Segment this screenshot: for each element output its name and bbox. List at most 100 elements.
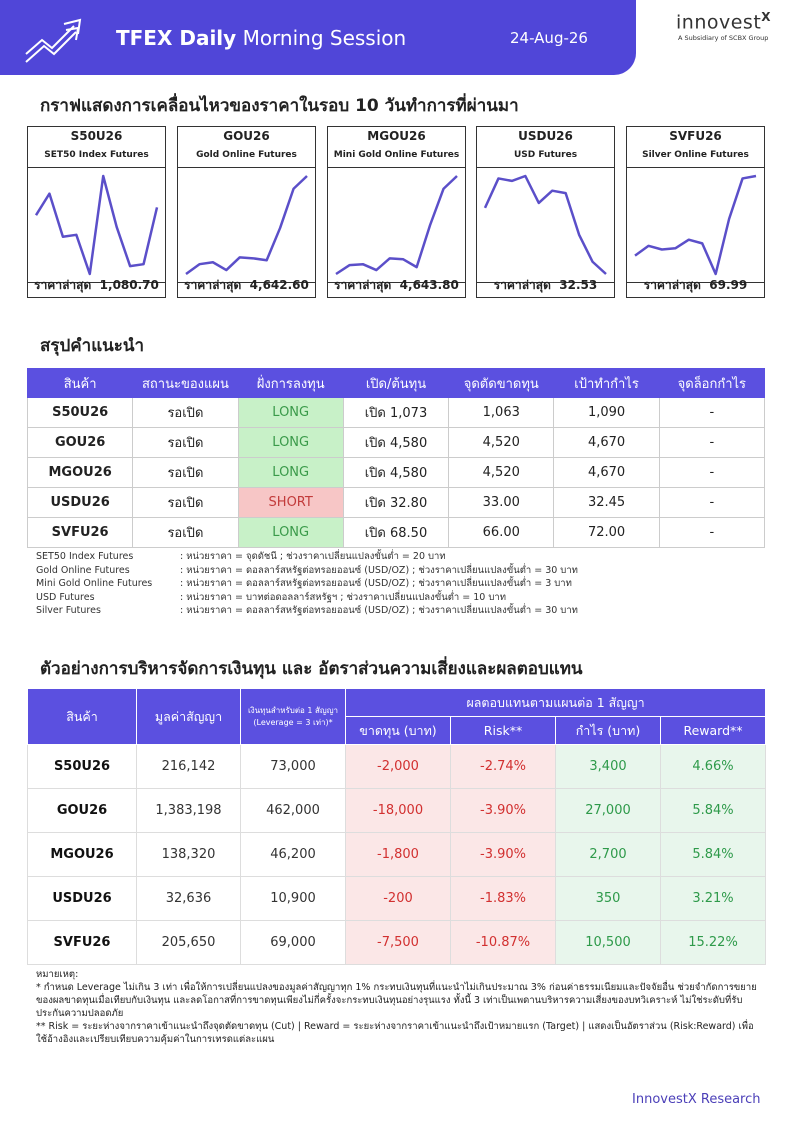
th: เงินทุนสำหรับต่อ 1 สัญญา (Leverage = 3 เ… xyxy=(240,688,346,745)
latest-value: 32.53 xyxy=(559,278,598,292)
chart-subtitle: USD Futures xyxy=(513,150,578,160)
th: เปิด/ต้นทุน xyxy=(342,368,450,398)
cell: -3.90% xyxy=(450,788,556,833)
logo-sub: A Subsidiary of SCBX Group xyxy=(678,34,769,42)
footer-brand: InnovestX Research xyxy=(632,1092,761,1107)
th: สถานะของแผน xyxy=(132,368,239,398)
cell: SVFU26 xyxy=(27,920,137,965)
cell: 4,520 xyxy=(448,427,555,458)
cell: 2,700 xyxy=(555,832,661,877)
cell: 10,500 xyxy=(555,920,661,965)
chart-title: USDU26 xyxy=(518,129,573,143)
logo-text: innovest xyxy=(676,11,762,34)
cell: 216,142 xyxy=(136,744,241,789)
note: USD Futures: หน่วยราคา = บาทต่อดอลลาร์สห… xyxy=(36,591,578,605)
latest-label: ราคาล่าสุด xyxy=(34,278,92,292)
cell: -2.74% xyxy=(450,744,556,789)
section-title: สรุปคำแนะนำ xyxy=(40,336,145,356)
cell: รอเปิด xyxy=(132,427,239,458)
cell: รอเปิด xyxy=(132,487,239,518)
cell: เปิด 32.80 xyxy=(342,487,450,518)
section-title: กราฟแสดงการเคลื่อนไหวของราคาในรอบ 10 วัน… xyxy=(40,96,519,116)
plot xyxy=(627,167,764,283)
row: USDU26 32,636 10,900 -200 -1.83% 350 3.21% xyxy=(27,876,767,921)
th: สินค้า xyxy=(27,688,137,745)
chart-subtitle: SET50 Index Futures xyxy=(44,150,149,160)
chart-title: S50U26 xyxy=(70,129,123,143)
cell: 1,090 xyxy=(553,397,660,428)
chart-subtitle: Mini Gold Online Futures xyxy=(333,150,460,160)
cell: 462,000 xyxy=(240,788,346,833)
note-text: SET50 Index Futures xyxy=(36,551,134,562)
latest-price: ราคาล่าสุด 1,080.70 xyxy=(28,276,165,295)
note: SET50 Index Futures : หน่วยราคา = จุดดัชน… xyxy=(36,550,578,564)
latest-price: ราคาล่าสุด 4,643.80 xyxy=(328,276,465,295)
cell: 27,000 xyxy=(555,788,661,833)
logo: innovestX xyxy=(676,10,771,33)
plot xyxy=(28,167,165,283)
growth-icon xyxy=(25,18,82,63)
cell: 32.45 xyxy=(553,487,660,518)
cell: 4,670 xyxy=(553,457,660,488)
latest-label: ราคาล่าสุด xyxy=(493,278,551,292)
row: SVFU26 205,650 69,000 -7,500 -10.87% 10,500 15… xyxy=(27,920,767,965)
price-line xyxy=(34,174,159,276)
note: Mini Gold Online Futures: หน่วยราคา = ดอ… xyxy=(36,577,578,591)
cell: 5.84% xyxy=(659,832,767,877)
cell: 4,520 xyxy=(448,457,555,488)
price-line xyxy=(185,175,308,276)
note-text: : หน่วยราคา = ดอลลาร์สหรัฐต่อทรอยออนซ์ (… xyxy=(180,578,572,590)
row: S50U26 216,142 73,000 -2,000 -2.74% 3,400 4.66… xyxy=(27,744,767,789)
cell: MGOU26 xyxy=(26,457,134,488)
plot xyxy=(328,167,465,283)
cell: 33.00 xyxy=(448,487,555,518)
latest-value: 1,080.70 xyxy=(99,278,159,292)
price-line xyxy=(335,175,458,276)
chart-subtitle: Gold Online Futures xyxy=(196,150,297,160)
note-text: : หน่วยราคา = จุดดัชนี ; ช่วงราคาเปลี่ยน… xyxy=(180,551,446,562)
cell: เปิด 68.50 xyxy=(342,517,450,548)
cell: เปิด 1,073 xyxy=(342,397,450,428)
chart-title: SVFU26 xyxy=(669,129,722,143)
cell: - xyxy=(658,487,766,518)
cell: -18,000 xyxy=(345,788,451,833)
latest-value: 4,642.60 xyxy=(249,278,309,292)
cell: เปิด 4,580 xyxy=(342,457,450,488)
cell: 69,000 xyxy=(240,920,346,965)
cell: 32,636 xyxy=(136,876,241,921)
latest-price: ราคาล่าสุด 32.53 xyxy=(477,276,614,295)
row: SVFU26 รอเปิด LONG เปิด 68.50 66.00 72.00- xyxy=(26,517,766,548)
cell: -7,500 xyxy=(345,920,451,965)
cell: LONG xyxy=(237,397,344,428)
spark-chart: USDU26 USD Futures ราคาล่าสุด 32.53 xyxy=(476,126,615,298)
row: MGOU26 รอเปิด LONG เปิด 4,580 4,520 4,670- xyxy=(26,457,766,488)
cell: SVFU26 xyxy=(26,517,134,548)
th: ผลตอบแทนตามแผนต่อ 1 สัญญา xyxy=(344,688,767,717)
cell: รอเปิด xyxy=(132,397,239,428)
cell: 15.22% xyxy=(659,920,767,965)
cell: USDU26 xyxy=(27,876,137,921)
spark-chart: S50U26 SET50 Index Futures ราคาล่าสุด 1,08… xyxy=(27,126,166,298)
cell: 46,200 xyxy=(240,832,346,877)
cell: S50U26 xyxy=(27,744,137,789)
row: GOU26 รอเปิด LONG เปิด 4,580 4,520 4,670- xyxy=(26,427,766,458)
title-rest: Morning Session xyxy=(242,26,407,50)
cell: - xyxy=(658,427,766,458)
note-text: USD Futures xyxy=(36,591,95,603)
header-title: TFEX Daily Morning Session xyxy=(116,26,406,50)
cell: - xyxy=(658,397,766,428)
cell: รอเปิด xyxy=(132,517,239,548)
latest-label: ราคาล่าสุด xyxy=(184,278,242,292)
th: จุดตัดขาดทุน xyxy=(448,368,555,398)
row: S50U26 รอเปิด LONG เปิด 1,073 1,063 1,090- xyxy=(26,397,766,428)
note-text: Gold Online Futures xyxy=(36,564,130,576)
note-text: : หน่วยราคา = ดอลลาร์สหรัฐต่อทรอยออนซ์ (… xyxy=(180,605,578,617)
cell: USDU26 xyxy=(26,487,134,518)
cell: รอเปิด xyxy=(132,457,239,488)
cell: 4.66% xyxy=(659,744,767,789)
cell: เปิด 4,580 xyxy=(342,427,450,458)
cell: LONG xyxy=(237,457,344,488)
cell: 205,650 xyxy=(136,920,241,965)
th: ขาดทุน (บาท) xyxy=(345,716,451,745)
